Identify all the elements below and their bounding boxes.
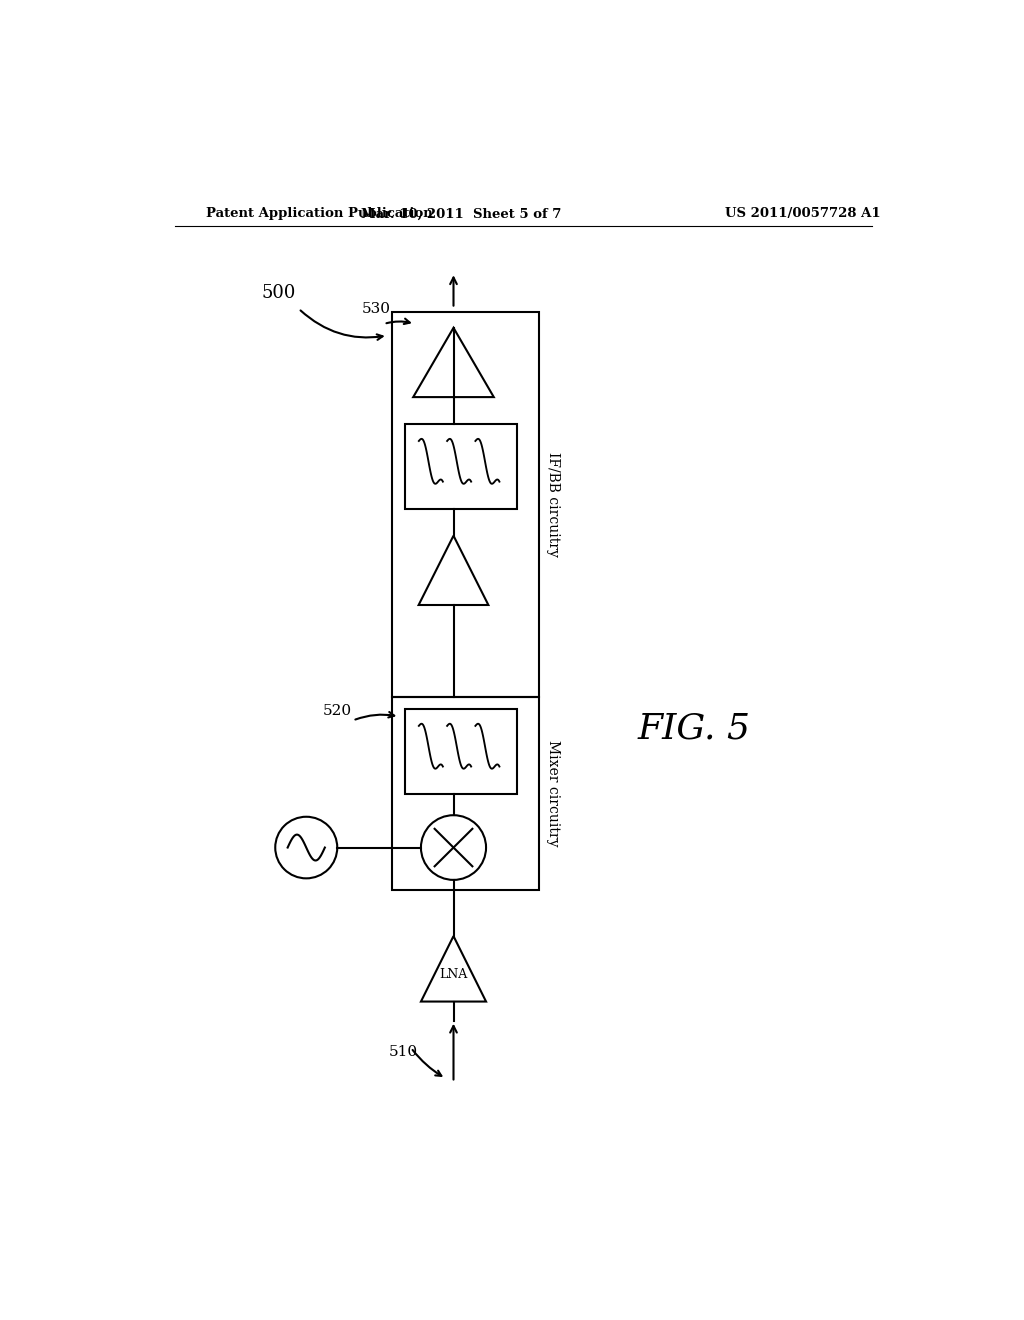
Bar — [391, 313, 539, 697]
Bar — [406, 424, 517, 508]
Text: Mixer circuitry: Mixer circuitry — [547, 741, 560, 847]
Text: LNA: LNA — [439, 969, 468, 982]
Text: 500: 500 — [262, 284, 296, 302]
Text: 530: 530 — [361, 301, 390, 315]
Text: FIG. 5: FIG. 5 — [637, 711, 751, 746]
Text: 520: 520 — [323, 705, 352, 718]
Text: IF/BB circuitry: IF/BB circuitry — [547, 453, 560, 557]
Text: Mar. 10, 2011  Sheet 5 of 7: Mar. 10, 2011 Sheet 5 of 7 — [361, 207, 561, 220]
Text: 510: 510 — [388, 1044, 418, 1059]
Bar — [406, 709, 517, 793]
Bar — [391, 697, 539, 890]
Text: US 2011/0057728 A1: US 2011/0057728 A1 — [725, 207, 881, 220]
Text: Patent Application Publication: Patent Application Publication — [206, 207, 432, 220]
